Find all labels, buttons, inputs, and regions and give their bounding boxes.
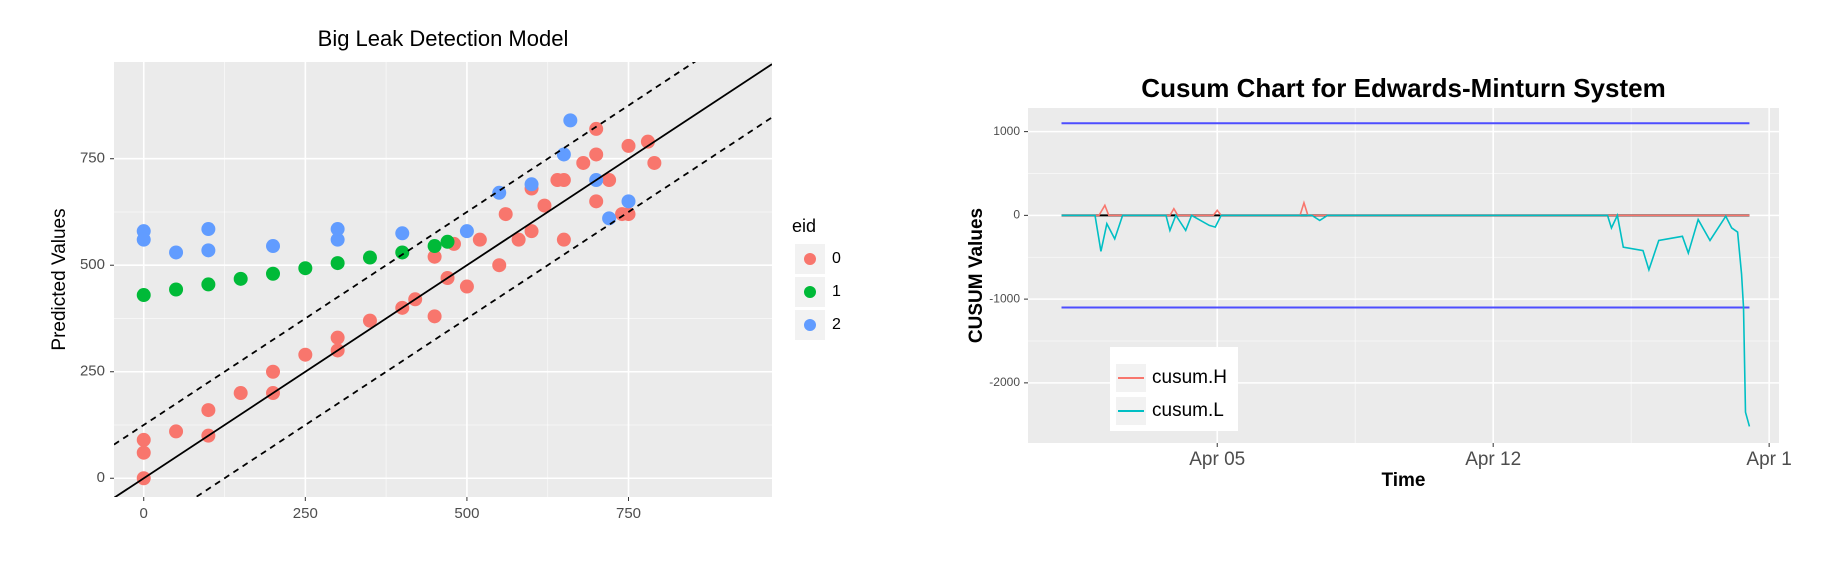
point: [330, 222, 345, 237]
x-tick-label: 250: [293, 505, 318, 522]
point: [201, 403, 216, 418]
point: [427, 239, 442, 254]
y-tick-label: 750: [80, 150, 105, 167]
point: [266, 239, 281, 254]
point: [136, 288, 151, 303]
legend-title: eid: [792, 216, 816, 236]
y-tick-label: 0: [97, 469, 105, 486]
point: [136, 232, 151, 247]
point: [395, 226, 410, 241]
y-tick-label: 0: [1013, 208, 1020, 222]
point: [136, 432, 151, 447]
point: [472, 232, 487, 247]
x-tick-label: 0: [140, 505, 148, 522]
legend-label: 1: [832, 283, 841, 300]
point: [602, 173, 617, 188]
point: [576, 155, 591, 170]
chart: Big Leak Detection Model 0 250 500 750 0 250 50…: [49, 26, 841, 522]
y-axis-label: Predicted Values: [49, 208, 70, 350]
point: [395, 245, 410, 260]
legend-label: 0: [832, 250, 841, 267]
point: [266, 266, 281, 281]
legend-marker: [804, 319, 816, 331]
reference-line: [114, 63, 772, 497]
x-tick-label: Apr 05: [1189, 449, 1245, 470]
point: [563, 113, 578, 128]
point: [266, 364, 281, 379]
point: [524, 224, 539, 239]
point: [330, 232, 345, 247]
point: [459, 279, 474, 294]
point: [640, 134, 655, 149]
point: [621, 194, 636, 209]
point: [298, 347, 313, 362]
point: [362, 250, 377, 265]
point: [556, 232, 571, 247]
chart-title: Big Leak Detection Model: [318, 26, 569, 51]
point: [233, 386, 248, 401]
y-axis-label: CUSUM Values: [966, 208, 987, 343]
y-tick-label: 1000: [993, 124, 1020, 138]
point: [330, 256, 345, 271]
chart-title: Cusum Chart for Edwards-Minturn System: [1141, 73, 1665, 103]
x-tick-label: 500: [454, 505, 479, 522]
legend-marker: [804, 286, 816, 298]
point: [537, 198, 552, 213]
point: [427, 309, 442, 324]
point: [459, 224, 474, 239]
point: [602, 211, 617, 226]
chart: Cusum Chart for Edwards-Minturn System Ap…: [966, 73, 1792, 491]
legend-label: 2: [832, 316, 841, 333]
y-tick-label: 250: [80, 363, 105, 380]
y-tick-label: 500: [80, 256, 105, 273]
x-tick-label: Apr 1: [1746, 449, 1791, 470]
point: [427, 249, 442, 264]
x-tick-label: 750: [616, 505, 641, 522]
point: [498, 207, 513, 222]
point: [201, 243, 216, 258]
point: [556, 147, 571, 162]
legend-label: cusum.L: [1152, 400, 1224, 421]
point: [511, 232, 526, 247]
point: [524, 177, 539, 192]
point: [201, 222, 216, 237]
x-tick-label: Apr 12: [1465, 449, 1521, 470]
point: [647, 155, 662, 170]
plot-area: [1061, 122, 1751, 427]
y-tick-label: -2000: [989, 375, 1020, 389]
point: [169, 424, 184, 439]
point: [136, 445, 151, 460]
series-line: [1061, 212, 1751, 427]
y-tick-label: -1000: [989, 291, 1020, 305]
point: [492, 258, 507, 273]
point: [298, 261, 313, 276]
point: [621, 138, 636, 153]
x-axis-label: Time: [1381, 470, 1425, 491]
point: [233, 271, 248, 286]
point: [330, 330, 345, 345]
point: [589, 194, 604, 209]
point: [169, 245, 184, 260]
point: [169, 282, 184, 297]
legend-marker: [804, 253, 816, 265]
legend-label: cusum.H: [1152, 367, 1227, 388]
point: [440, 234, 455, 249]
point: [589, 121, 604, 136]
point: [589, 147, 604, 162]
point: [556, 173, 571, 188]
plot-area: [114, 62, 772, 497]
point: [362, 313, 377, 328]
point: [201, 277, 216, 292]
